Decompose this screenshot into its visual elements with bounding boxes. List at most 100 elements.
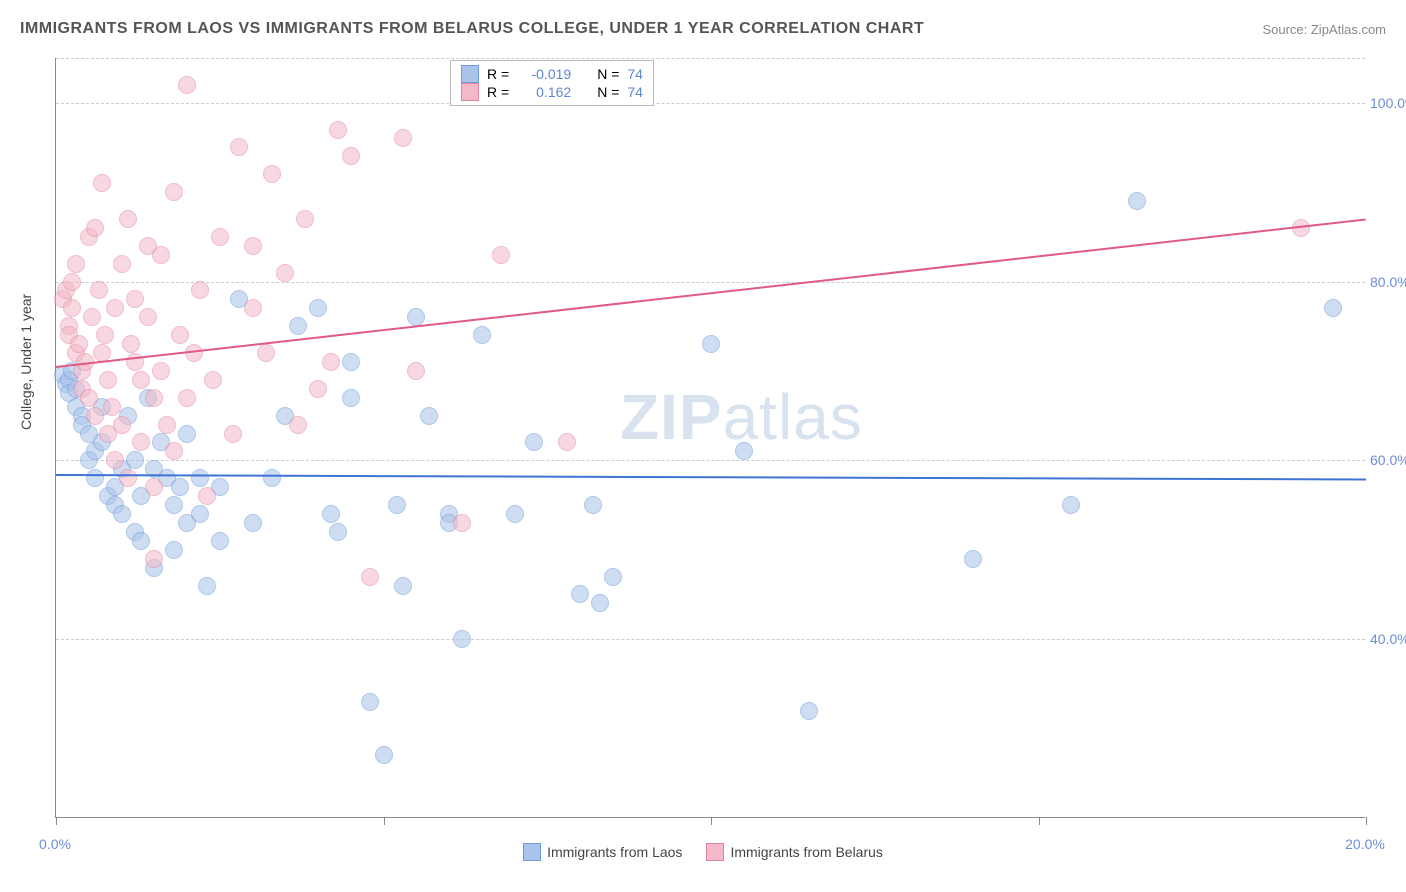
data-point [584, 496, 602, 514]
data-point [178, 76, 196, 94]
legend-swatch [523, 843, 541, 861]
data-point [132, 532, 150, 550]
data-point [67, 255, 85, 273]
regression-line [56, 474, 1366, 480]
x-tick-label: 0.0% [39, 836, 71, 852]
data-point [93, 174, 111, 192]
data-point [99, 371, 117, 389]
data-point [342, 389, 360, 407]
data-point [113, 255, 131, 273]
legend-row: R =-0.019N =74 [461, 65, 643, 83]
data-point [165, 442, 183, 460]
data-point [63, 299, 81, 317]
data-point [139, 308, 157, 326]
data-point [113, 416, 131, 434]
y-tick-label: 100.0% [1370, 95, 1406, 111]
data-point [198, 487, 216, 505]
data-point [126, 290, 144, 308]
data-point [70, 335, 88, 353]
data-point [453, 514, 471, 532]
data-point [276, 264, 294, 282]
x-tick-mark [1366, 817, 1367, 825]
legend-n-label: N = [597, 66, 619, 82]
data-point [244, 514, 262, 532]
data-point [106, 451, 124, 469]
data-point [289, 416, 307, 434]
data-point [224, 425, 242, 443]
legend-swatch [461, 83, 479, 101]
data-point [289, 317, 307, 335]
data-point [1062, 496, 1080, 514]
data-point [244, 299, 262, 317]
legend-label: Immigrants from Laos [547, 844, 682, 860]
data-point [420, 407, 438, 425]
data-point [309, 299, 327, 317]
y-tick-label: 60.0% [1370, 452, 1406, 468]
data-point [119, 210, 137, 228]
data-point [178, 425, 196, 443]
data-point [257, 344, 275, 362]
legend-n-label: N = [597, 84, 619, 100]
data-point [473, 326, 491, 344]
data-point [191, 469, 209, 487]
x-tick-mark [384, 817, 385, 825]
data-point [342, 147, 360, 165]
data-point [296, 210, 314, 228]
data-point [394, 577, 412, 595]
data-point [361, 693, 379, 711]
data-point [90, 281, 108, 299]
data-point [1324, 299, 1342, 317]
data-point [86, 407, 104, 425]
data-point [263, 165, 281, 183]
data-point [158, 416, 176, 434]
data-point [492, 246, 510, 264]
data-point [322, 505, 340, 523]
legend-r-label: R = [487, 84, 509, 100]
legend-r-value: -0.019 [517, 66, 571, 82]
data-point [122, 335, 140, 353]
x-tick-mark [1039, 817, 1040, 825]
data-point [329, 121, 347, 139]
gridline-h [56, 639, 1365, 640]
data-point [735, 442, 753, 460]
data-point [191, 505, 209, 523]
data-point [204, 371, 222, 389]
data-point [83, 308, 101, 326]
data-point [375, 746, 393, 764]
legend-swatch [461, 65, 479, 83]
data-point [558, 433, 576, 451]
data-point [309, 380, 327, 398]
data-point [361, 568, 379, 586]
data-point [211, 532, 229, 550]
data-point [342, 353, 360, 371]
data-point [964, 550, 982, 568]
data-point [394, 129, 412, 147]
y-axis-label: College, Under 1 year [18, 294, 34, 430]
data-point [322, 353, 340, 371]
gridline-h [56, 103, 1365, 104]
legend-item: Immigrants from Laos [523, 843, 682, 861]
x-tick-mark [711, 817, 712, 825]
data-point [388, 496, 406, 514]
data-point [132, 371, 150, 389]
data-point [171, 478, 189, 496]
source-attribution: Source: ZipAtlas.com [1262, 22, 1386, 37]
data-point [152, 246, 170, 264]
data-point [80, 389, 98, 407]
x-tick-mark [56, 817, 57, 825]
data-point [407, 308, 425, 326]
data-point [178, 389, 196, 407]
data-point [113, 505, 131, 523]
data-point [96, 326, 114, 344]
data-point [165, 496, 183, 514]
data-point [152, 362, 170, 380]
legend-n-value: 74 [627, 84, 643, 100]
data-point [165, 183, 183, 201]
legend-n-value: 74 [627, 66, 643, 82]
data-point [453, 630, 471, 648]
plot-area: 40.0%60.0%80.0%100.0% [55, 58, 1365, 818]
data-point [106, 299, 124, 317]
series-legend: Immigrants from LaosImmigrants from Bela… [0, 843, 1406, 864]
data-point [63, 273, 81, 291]
data-point [230, 138, 248, 156]
